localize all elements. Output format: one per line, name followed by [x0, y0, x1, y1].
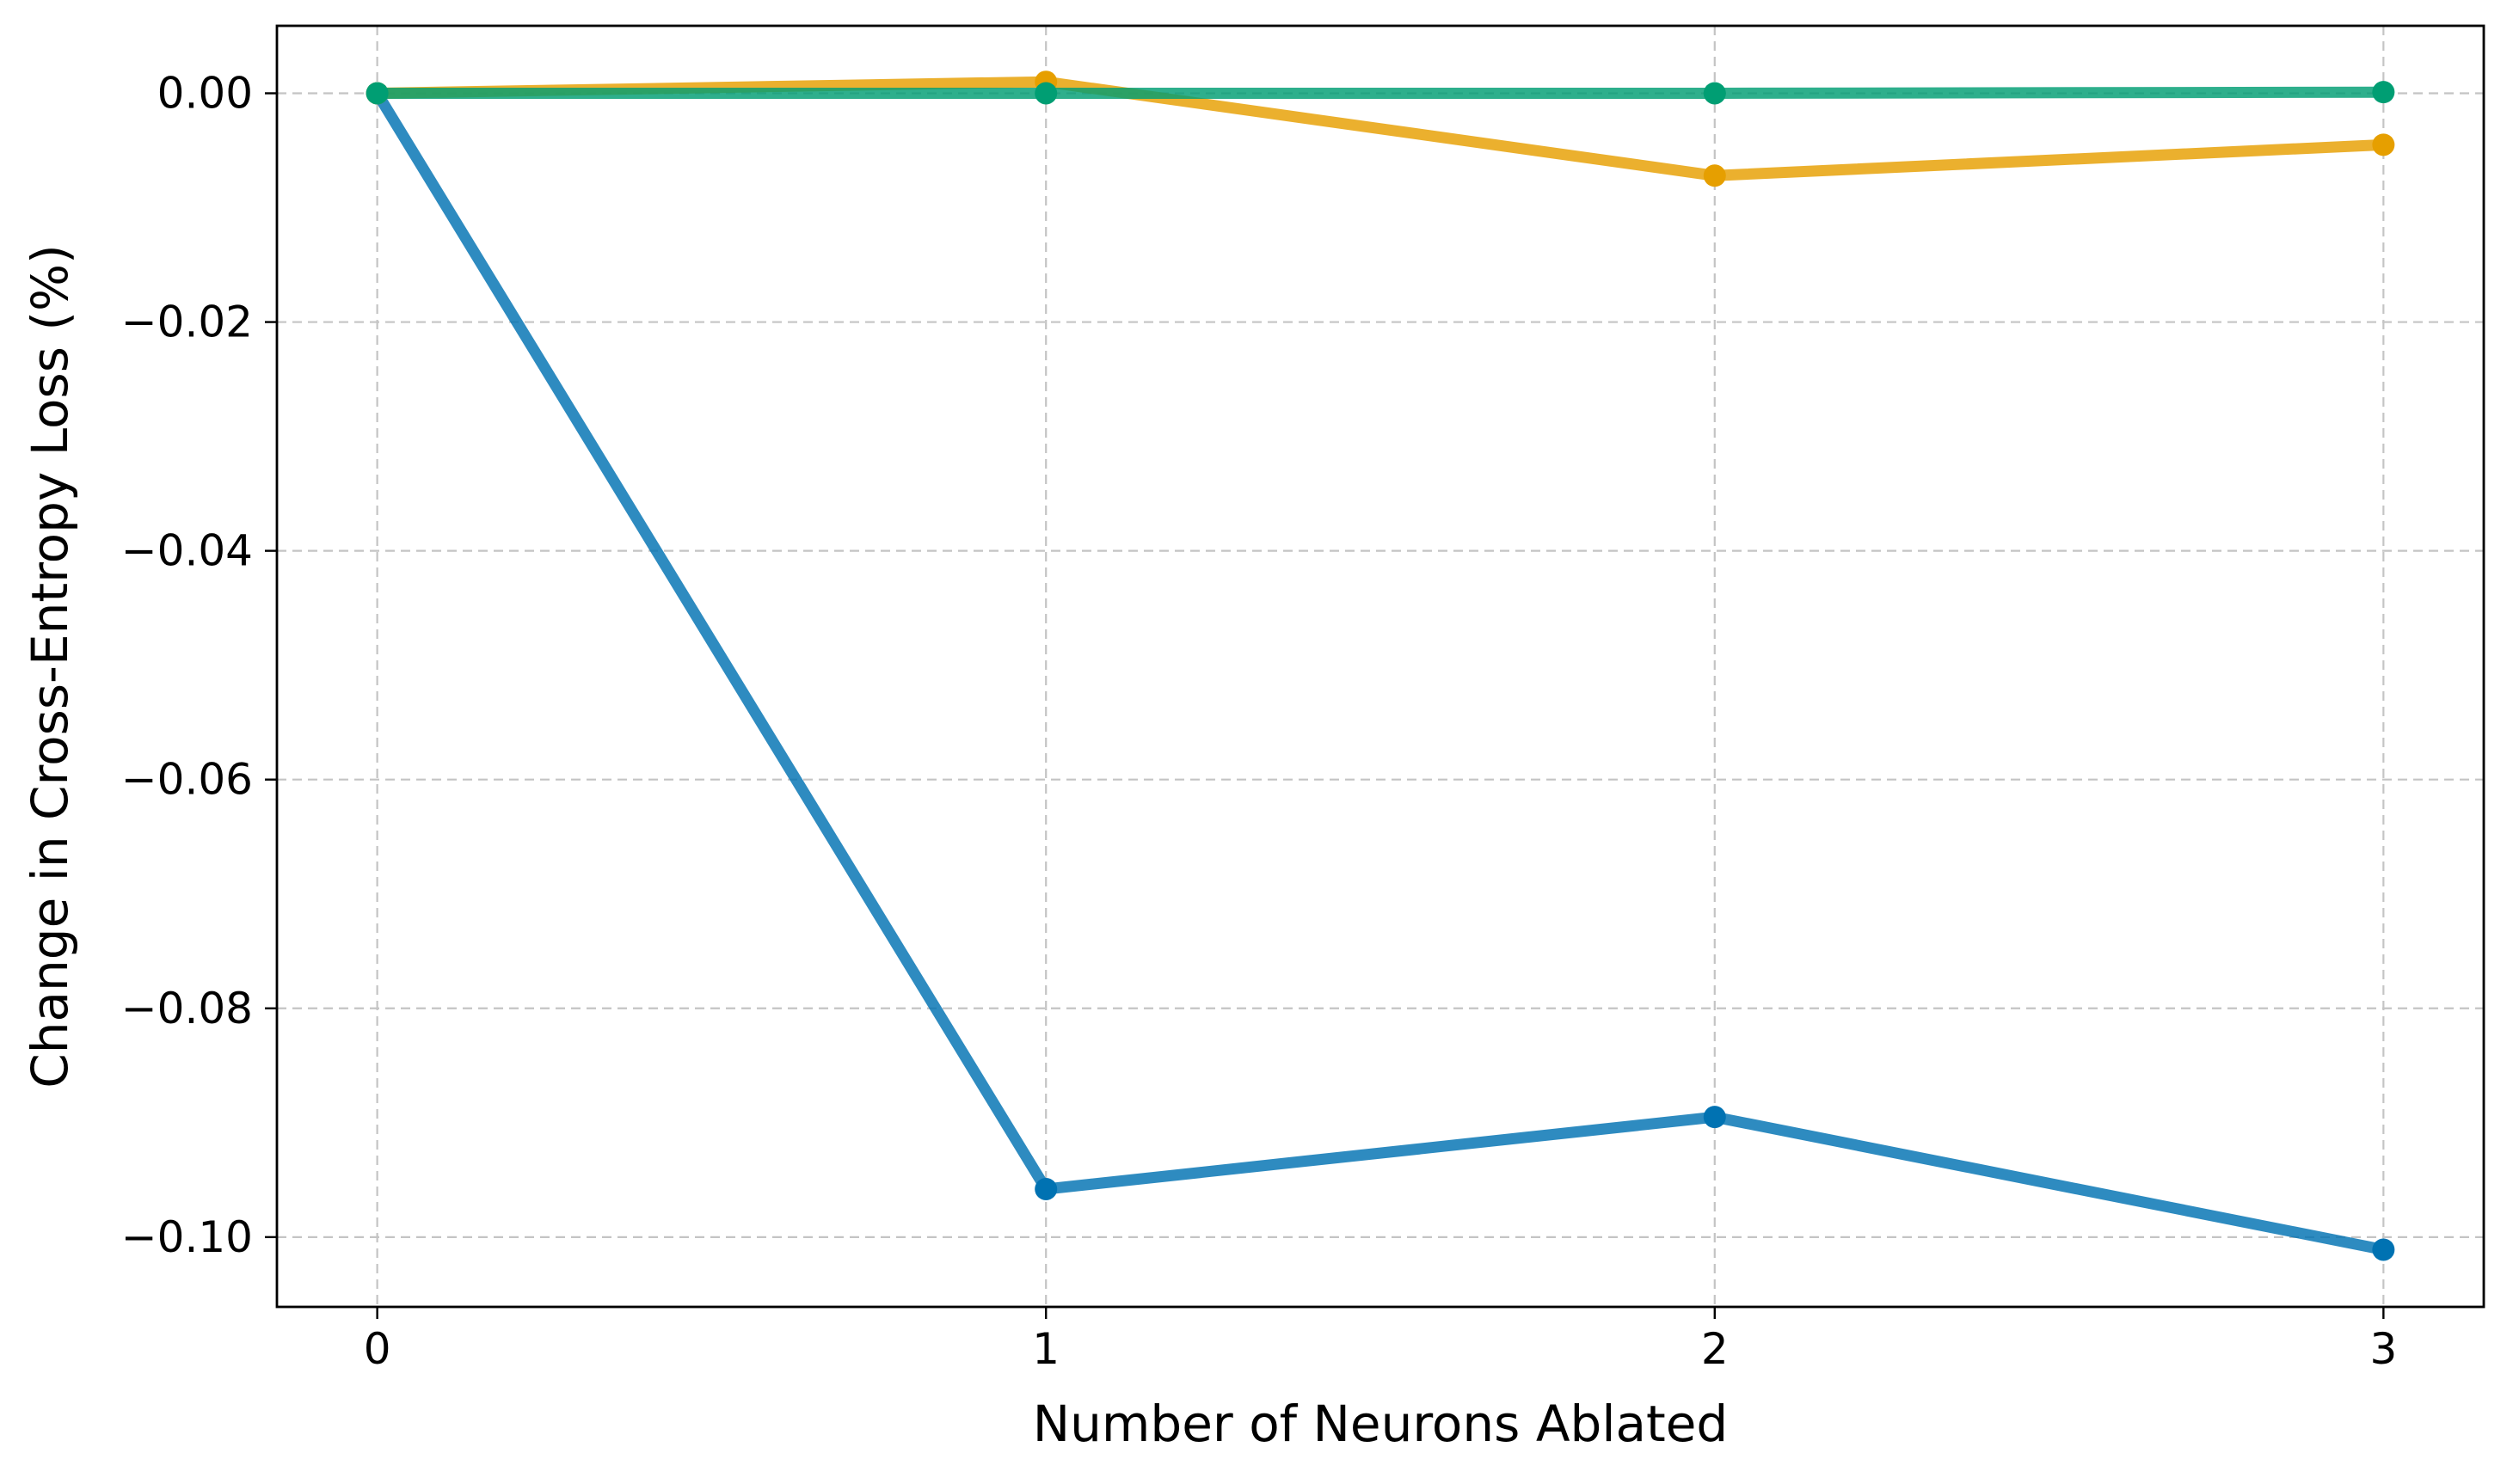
x-tick-label: 1: [1032, 1324, 1060, 1374]
series-1-point: [1703, 1106, 1726, 1129]
series-2-line: [372, 76, 2389, 181]
y-tick-label: −0.02: [121, 297, 253, 347]
series-3-point: [366, 82, 389, 105]
plot-frame: [275, 24, 2485, 1309]
x-tick-label: 3: [2369, 1324, 2397, 1374]
series-3-line: [372, 86, 2389, 99]
series-2-point: [2372, 133, 2395, 156]
series-1-point: [2372, 1238, 2395, 1261]
series-3: [366, 81, 2395, 105]
series-3-point: [2372, 81, 2395, 104]
plot-series: [366, 71, 2395, 1261]
y-tick-label: −0.10: [121, 1212, 253, 1262]
series-3-point: [1035, 82, 1058, 105]
series-2-point: [1703, 164, 1726, 187]
x-axis-ticks: 0 1 2 3: [364, 1307, 2397, 1374]
series-1-line: [372, 88, 2389, 1255]
x-tick-label: 0: [364, 1324, 391, 1374]
x-axis-label: Number of Neurons Ablated: [1033, 1395, 1728, 1453]
y-axis-label: Change in Cross-Entropy Loss (%): [21, 244, 79, 1088]
y-axis-ticks: 0.00 −0.02 −0.04 −0.06 −0.08 −0.10: [121, 68, 277, 1262]
y-tick-label: 0.00: [157, 68, 253, 118]
y-tick-label: −0.04: [121, 526, 253, 576]
y-tick-label: −0.06: [121, 755, 253, 805]
series-1: [366, 82, 2395, 1261]
y-tick-label: −0.08: [121, 984, 253, 1033]
series-1-point: [1035, 1177, 1058, 1200]
grid-lines: [277, 26, 2484, 1307]
x-tick-label: 2: [1701, 1324, 1729, 1374]
series-3-point: [1703, 82, 1726, 105]
